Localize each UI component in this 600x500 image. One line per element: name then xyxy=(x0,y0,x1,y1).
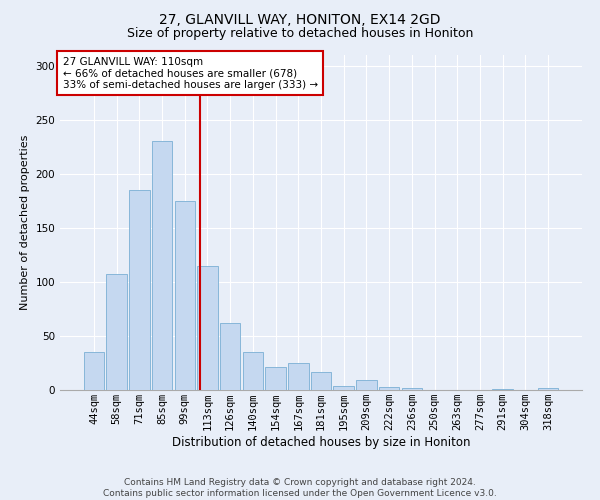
Bar xyxy=(197,266,218,390)
Y-axis label: Number of detached properties: Number of detached properties xyxy=(20,135,30,310)
Bar xyxy=(356,380,377,390)
Text: Size of property relative to detached houses in Honiton: Size of property relative to detached ho… xyxy=(127,28,473,40)
Bar xyxy=(493,389,513,390)
Bar xyxy=(220,323,241,390)
Bar xyxy=(175,201,195,390)
Bar xyxy=(334,386,354,390)
Bar xyxy=(379,387,400,390)
Bar xyxy=(311,372,331,390)
Text: Contains HM Land Registry data © Crown copyright and database right 2024.
Contai: Contains HM Land Registry data © Crown c… xyxy=(103,478,497,498)
Text: 27 GLANVILL WAY: 110sqm
← 66% of detached houses are smaller (678)
33% of semi-d: 27 GLANVILL WAY: 110sqm ← 66% of detache… xyxy=(62,56,318,90)
Bar xyxy=(242,352,263,390)
Text: 27, GLANVILL WAY, HONITON, EX14 2GD: 27, GLANVILL WAY, HONITON, EX14 2GD xyxy=(159,12,441,26)
Bar xyxy=(106,274,127,390)
Bar xyxy=(265,368,286,390)
Bar xyxy=(401,388,422,390)
Bar xyxy=(288,363,308,390)
X-axis label: Distribution of detached houses by size in Honiton: Distribution of detached houses by size … xyxy=(172,436,470,449)
Bar xyxy=(538,388,558,390)
Bar xyxy=(84,352,104,390)
Bar xyxy=(129,190,149,390)
Bar xyxy=(152,142,172,390)
